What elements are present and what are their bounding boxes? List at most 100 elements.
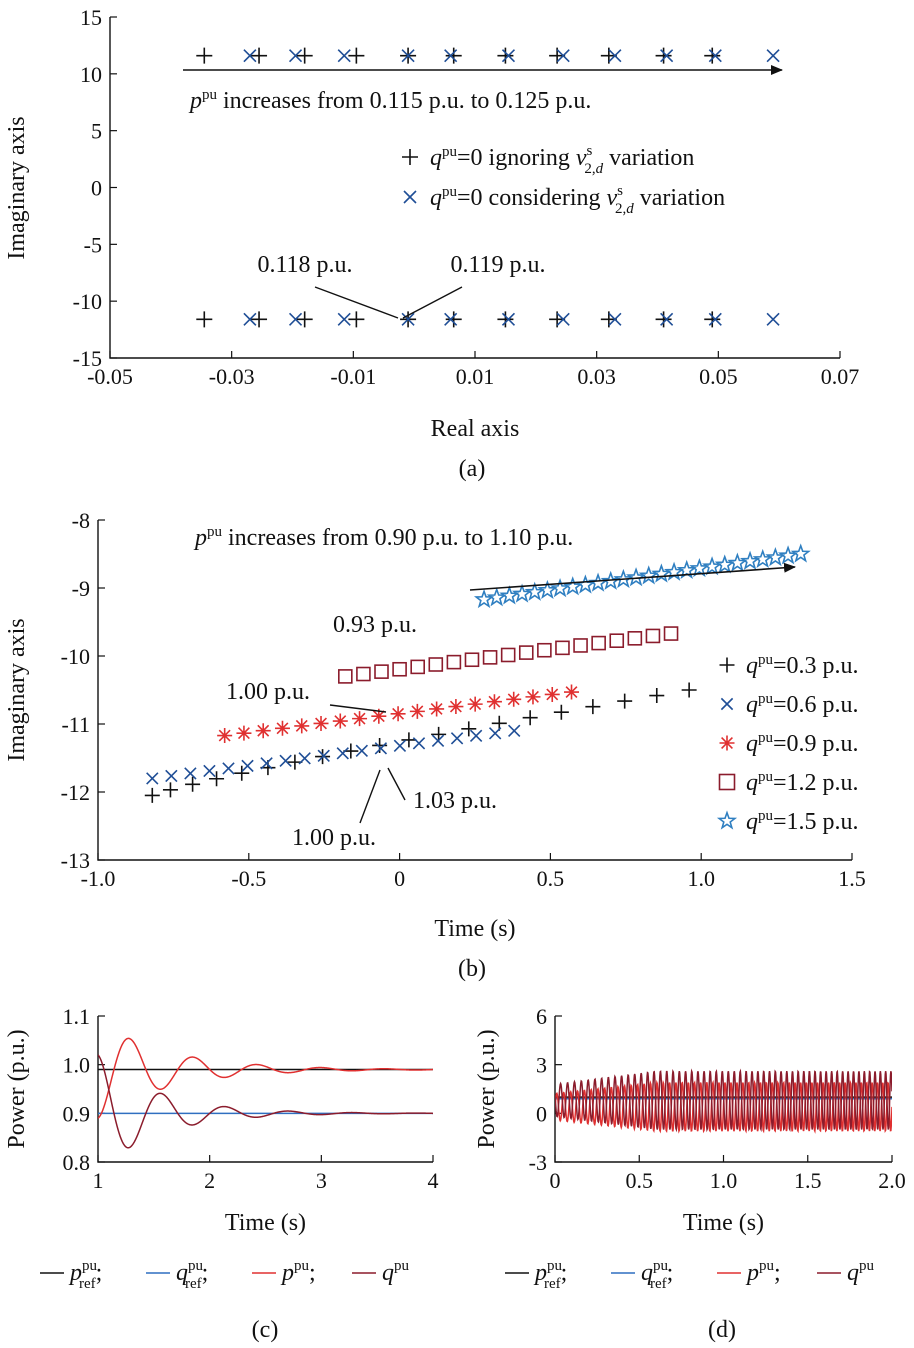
data-point — [591, 635, 606, 651]
data-point — [412, 737, 426, 750]
point-label: 1.03 p.u. — [413, 788, 497, 814]
data-point — [488, 727, 502, 740]
y-tick-label: -10 — [73, 289, 102, 314]
data-point — [444, 49, 458, 63]
data-point — [714, 554, 735, 574]
data-point — [655, 47, 672, 64]
data-point — [777, 545, 799, 565]
x-tick-label: -1.0 — [81, 866, 116, 891]
point-label: 0.118 p.u. — [257, 252, 352, 278]
data-point — [203, 764, 216, 778]
data-point — [522, 710, 538, 726]
legend-entry: qpu ref; — [176, 1258, 208, 1292]
data-point — [766, 312, 780, 326]
data-point — [144, 787, 160, 803]
data-point — [243, 312, 257, 326]
data-point — [446, 654, 462, 670]
y-tick-label: -12 — [61, 780, 90, 805]
x-tick-label: 1.5 — [794, 1168, 822, 1193]
data-point — [372, 737, 388, 753]
data-point — [518, 645, 534, 660]
plot-area — [555, 1068, 892, 1134]
legend-entry: qpu — [847, 1258, 875, 1286]
data-point — [445, 311, 462, 328]
data-point — [196, 311, 213, 328]
data-point — [739, 550, 761, 570]
x-tick-label: 0.5 — [537, 866, 565, 891]
data-point — [575, 574, 596, 594]
y-axis-label: Imaginary axis — [4, 618, 30, 761]
legend-marker — [716, 810, 738, 830]
point-label: 0.119 p.u. — [450, 252, 545, 278]
legend-marker — [718, 773, 736, 791]
data-point — [506, 691, 522, 707]
series-line-p — [98, 1037, 433, 1119]
data-point — [296, 47, 313, 64]
y-tick-label: 0 — [91, 176, 102, 201]
y-tick-label: 15 — [80, 5, 102, 30]
x-tick-label: 1.0 — [687, 866, 715, 891]
data-point — [243, 49, 257, 63]
data-point — [555, 640, 570, 656]
legend-entry: qpu=1.5 p.u. — [746, 808, 859, 835]
data-point — [609, 633, 625, 649]
data-point — [288, 49, 303, 63]
data-point — [556, 49, 570, 63]
x-tick-label: 0 — [550, 1168, 561, 1193]
leader-line — [329, 704, 387, 713]
data-point — [298, 752, 311, 765]
data-point — [537, 642, 552, 658]
data-point — [608, 49, 622, 63]
series-star — [217, 684, 580, 744]
leader-line — [402, 286, 463, 319]
x-tick-label: 4 — [428, 1168, 439, 1193]
data-point — [508, 724, 521, 737]
data-point — [660, 49, 674, 63]
y-tick-label: 5 — [91, 119, 102, 144]
data-point — [486, 587, 507, 607]
data-point — [627, 631, 643, 646]
x-tick-label: 0.5 — [626, 1168, 654, 1193]
data-point — [255, 723, 271, 739]
data-point — [392, 661, 407, 677]
data-point — [234, 765, 250, 781]
data-point — [401, 49, 415, 63]
data-point — [348, 47, 365, 64]
data-point — [317, 749, 330, 763]
data-point — [288, 312, 303, 326]
y-tick-label: 1.1 — [63, 1004, 91, 1029]
x-tick-label: 0.05 — [699, 364, 738, 389]
data-point — [162, 782, 178, 798]
data-point — [196, 47, 213, 64]
data-point — [701, 556, 723, 576]
data-point — [651, 563, 672, 583]
legend-entry: ppu ref; — [533, 1258, 567, 1292]
data-point — [374, 742, 388, 755]
data-point — [260, 757, 273, 770]
series-x — [243, 49, 780, 326]
data-point — [727, 552, 748, 572]
data-point — [500, 647, 516, 663]
x-tick-label: 1.5 — [838, 866, 866, 891]
data-point — [501, 49, 516, 63]
x-tick-label: 1 — [93, 1168, 104, 1193]
data-point — [251, 311, 268, 328]
x-axis-label: Real axis — [431, 416, 520, 442]
series-square — [338, 626, 679, 684]
legend-entry: qpu=0.3 p.u. — [746, 652, 859, 679]
legend-marker — [719, 657, 735, 673]
data-point — [663, 626, 679, 641]
y-tick-label: 10 — [80, 62, 102, 87]
data-point — [146, 772, 159, 785]
data-point — [501, 312, 516, 326]
x-tick-label: 3 — [316, 1168, 327, 1193]
data-point — [450, 732, 464, 745]
caption-d: (d) — [708, 1317, 736, 1343]
data-point — [556, 312, 570, 326]
x-tick-label: 2.0 — [878, 1168, 906, 1193]
x-tick-label: 0.03 — [577, 364, 616, 389]
x-tick-label: 0.01 — [456, 364, 495, 389]
series-pentagram — [473, 543, 811, 609]
data-point — [337, 49, 351, 63]
data-point — [497, 311, 514, 328]
